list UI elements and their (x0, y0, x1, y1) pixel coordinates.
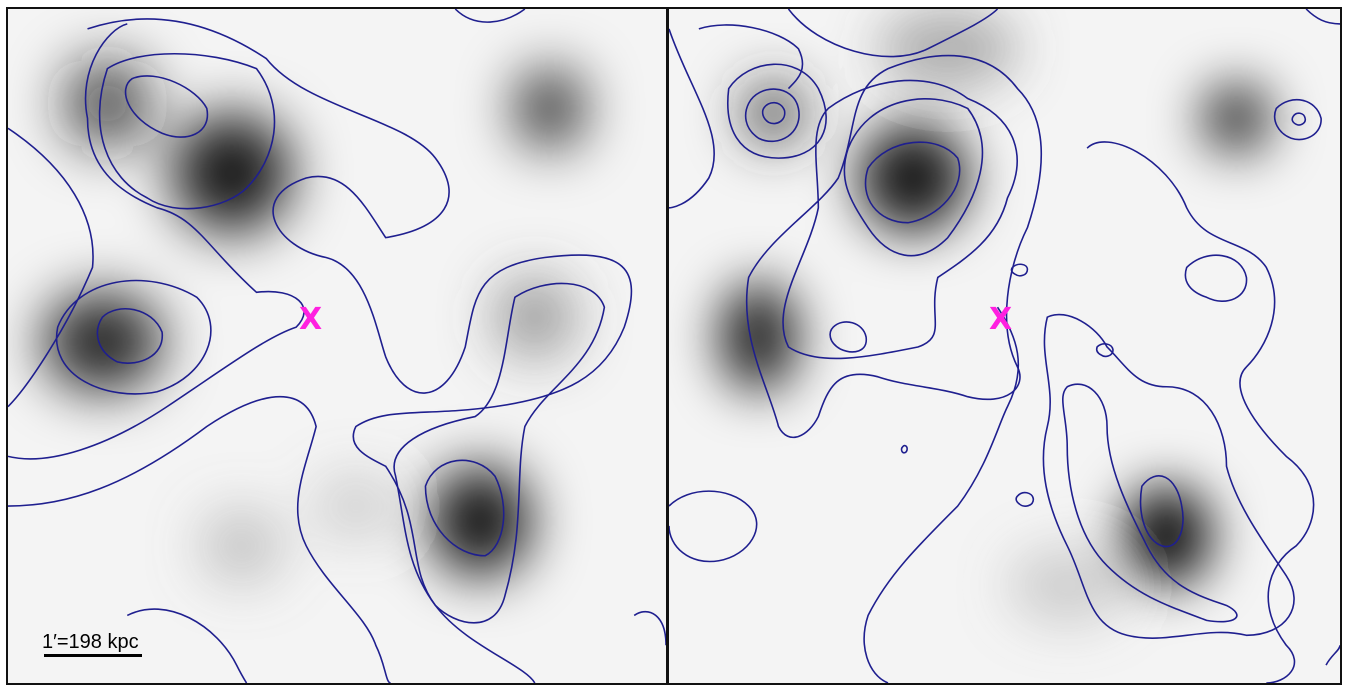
left-panel: X 1′=198 kpc (6, 7, 668, 685)
contour (727, 63, 827, 159)
contour (126, 608, 248, 683)
contour (1305, 9, 1340, 25)
center-marker: X (989, 302, 1013, 337)
right-map (669, 9, 1340, 683)
contour (761, 101, 786, 125)
contour (393, 282, 606, 624)
contour (1042, 313, 1295, 639)
contours (8, 9, 666, 683)
contour (900, 444, 908, 454)
contour (1015, 491, 1035, 507)
intensity-blobs (42, 58, 585, 581)
contour (1291, 112, 1307, 126)
contour (1325, 645, 1340, 666)
contour (55, 279, 212, 395)
left-map (8, 9, 666, 683)
blob (1007, 545, 1127, 626)
contour (782, 79, 1018, 360)
contour (8, 396, 392, 683)
blob (1201, 83, 1272, 154)
contour (698, 24, 804, 90)
blob (316, 476, 396, 536)
contour (1273, 99, 1322, 141)
contour (8, 23, 305, 460)
contour (829, 321, 867, 353)
blob (514, 68, 585, 149)
contour (8, 127, 94, 408)
blob (42, 292, 163, 392)
blob (62, 58, 153, 149)
blob (201, 511, 282, 581)
contour (864, 141, 961, 224)
blob (1121, 486, 1212, 586)
contour (87, 18, 633, 683)
contour (1061, 383, 1238, 623)
contour (424, 459, 505, 557)
contour (96, 308, 163, 364)
contour (1086, 141, 1315, 683)
contour (1184, 254, 1248, 302)
intensity-blobs (718, 9, 1272, 626)
contour (454, 9, 526, 23)
center-marker: X (299, 302, 323, 337)
contour (787, 9, 999, 58)
right-panel: X (668, 7, 1342, 685)
blob (172, 113, 292, 233)
contour (1095, 343, 1114, 358)
contour (669, 28, 715, 209)
contour (669, 490, 758, 563)
contour (744, 88, 800, 143)
contour (633, 610, 666, 646)
blob (878, 9, 1018, 89)
scale-bar-label: 1′=198 kpc (42, 631, 139, 653)
contour (98, 53, 276, 210)
contour (124, 75, 209, 138)
blob (858, 123, 968, 233)
blob (718, 282, 799, 392)
contour (863, 306, 1020, 683)
scale-bar (44, 654, 142, 657)
contour (1139, 475, 1184, 548)
contours (669, 9, 1340, 683)
contour (745, 54, 1043, 438)
contour (843, 98, 984, 257)
blob (430, 466, 530, 576)
contour (1010, 263, 1029, 277)
